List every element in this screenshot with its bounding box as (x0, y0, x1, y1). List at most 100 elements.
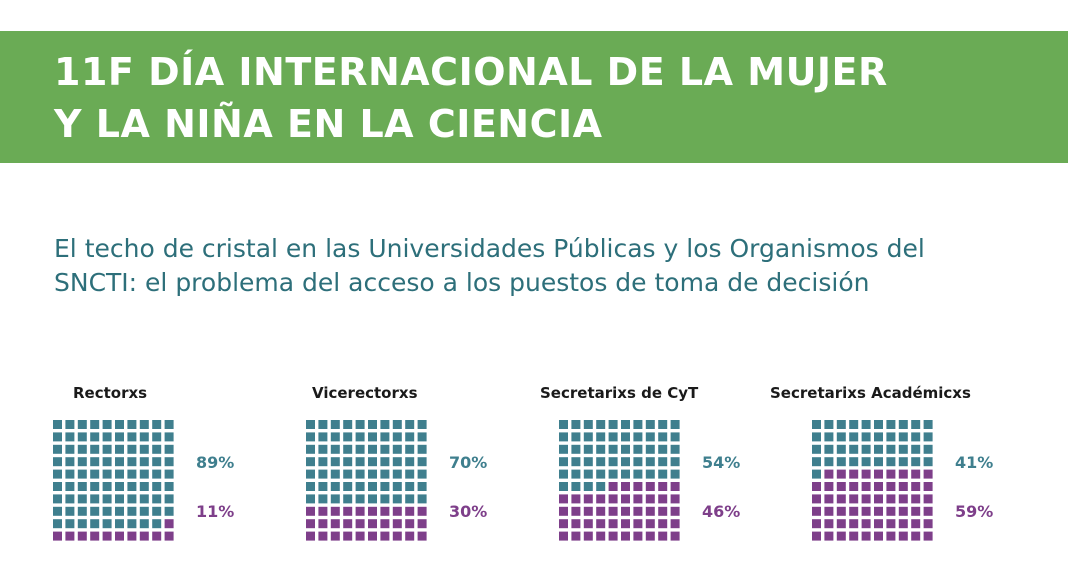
waffle-cell-men (368, 494, 377, 504)
chart-title: Secretarixs de CyT (540, 384, 699, 402)
waffle-cell-women (633, 531, 643, 541)
waffle-cell-men (343, 457, 353, 467)
waffle-cell-women (621, 506, 630, 516)
waffle-cell-women (836, 531, 846, 541)
waffle-cell-men (670, 469, 680, 479)
waffle-cell-men (923, 432, 933, 442)
waffle-cell-men (90, 432, 100, 442)
waffle-cell-men (115, 420, 124, 429)
waffle-cell-women (849, 494, 859, 504)
waffle-cell-men (164, 432, 174, 442)
waffle-cell-men (53, 420, 62, 429)
waffle-cell-women (849, 531, 859, 541)
waffle-cell-men (812, 420, 821, 429)
waffle-cell-men (139, 469, 149, 479)
waffle-cell-women (824, 506, 834, 516)
waffle-cell-men (380, 482, 390, 491)
women-percent-label: 59% (955, 502, 994, 521)
waffle-cell-men (343, 482, 353, 491)
waffle-cell-men (77, 506, 87, 516)
waffle-cell-men (306, 444, 315, 454)
waffle-cell-women (417, 506, 427, 516)
waffle-cell-men (355, 482, 365, 491)
waffle-cell-men (77, 432, 87, 442)
waffle-cell-women (849, 506, 859, 516)
waffle-cell-men (645, 432, 655, 442)
waffle-cell-women (645, 531, 655, 541)
waffle-cell-women (861, 494, 871, 504)
waffle-cell-men (127, 469, 137, 479)
waffle-cell-women (849, 469, 859, 479)
waffle-cell-men (330, 482, 340, 491)
waffle-cell-men (417, 432, 427, 442)
waffle-cell-women (861, 482, 871, 491)
waffle-cell-men (318, 457, 328, 467)
waffle-cell-men (164, 469, 174, 479)
waffle-cell-men (318, 494, 328, 504)
waffle-cell-women (417, 519, 427, 529)
waffle-cell-men (392, 420, 402, 429)
waffle-cell-women (886, 469, 896, 479)
waffle-cell-women (923, 469, 933, 479)
waffle-cell-women (861, 469, 871, 479)
waffle-cell-men (53, 469, 62, 479)
waffle-cell-men (343, 420, 353, 429)
waffle-cell-women (861, 531, 871, 541)
waffle-cell-women (645, 519, 655, 529)
waffle-cell-men (571, 469, 581, 479)
waffle-cell-women (911, 494, 921, 504)
waffle-cell-women (670, 494, 680, 504)
waffle-cell-women (139, 531, 149, 541)
waffle-cell-women (318, 506, 328, 516)
waffle-cell-men (318, 420, 328, 429)
waffle-cell-women (127, 531, 137, 541)
waffle-cell-men (824, 432, 834, 442)
waffle-cell-men (115, 506, 124, 516)
waffle-cell-men (102, 469, 112, 479)
waffle-cell-women (355, 506, 365, 516)
women-percent-label: 30% (449, 502, 488, 521)
waffle-cell-women (812, 482, 821, 491)
waffle-cell-men (571, 457, 581, 467)
waffle-cell-men (355, 420, 365, 429)
waffle-cell-men (645, 420, 655, 429)
waffle-cell-men (127, 494, 137, 504)
waffle-cell-men (596, 457, 606, 467)
waffle-cell-men (405, 457, 415, 467)
waffle-cell-men (812, 469, 821, 479)
waffle-cell-men (318, 482, 328, 491)
waffle-cell-women (836, 482, 846, 491)
waffle-cell-men (355, 444, 365, 454)
waffle-cell-women (330, 506, 340, 516)
waffle-cell-men (152, 506, 162, 516)
men-percent-label: 54% (702, 453, 741, 472)
waffle-cell-men (874, 457, 883, 467)
waffle-cell-men (559, 432, 568, 442)
waffle-cell-women (405, 531, 415, 541)
waffle-cell-men (343, 444, 353, 454)
waffle-cell-men (90, 519, 100, 529)
waffle-cell-men (608, 432, 618, 442)
waffle-cell-men (392, 432, 402, 442)
waffle-cell-women (898, 519, 908, 529)
waffle-cell-men (306, 457, 315, 467)
waffle-cell-men (571, 444, 581, 454)
waffle-cell-women (836, 519, 846, 529)
waffle-cell-men (824, 444, 834, 454)
waffle-grid (53, 420, 174, 541)
waffle-cell-men (318, 444, 328, 454)
waffle-chart-rectorxs: Rectorxs 89% 11% (53, 384, 293, 554)
waffle-cell-women (583, 494, 593, 504)
waffle-cell-women (812, 519, 821, 529)
waffle-cell-women (658, 482, 668, 491)
waffle-cell-women (886, 531, 896, 541)
waffle-cell-men (102, 432, 112, 442)
waffle-cell-men (77, 469, 87, 479)
waffle-cell-men (392, 457, 402, 467)
waffle-cell-women (886, 519, 896, 529)
waffle-cell-women (898, 506, 908, 516)
waffle-cell-men (90, 420, 100, 429)
waffle-cell-men (392, 444, 402, 454)
waffle-cell-women (608, 531, 618, 541)
waffle-cell-men (53, 494, 62, 504)
